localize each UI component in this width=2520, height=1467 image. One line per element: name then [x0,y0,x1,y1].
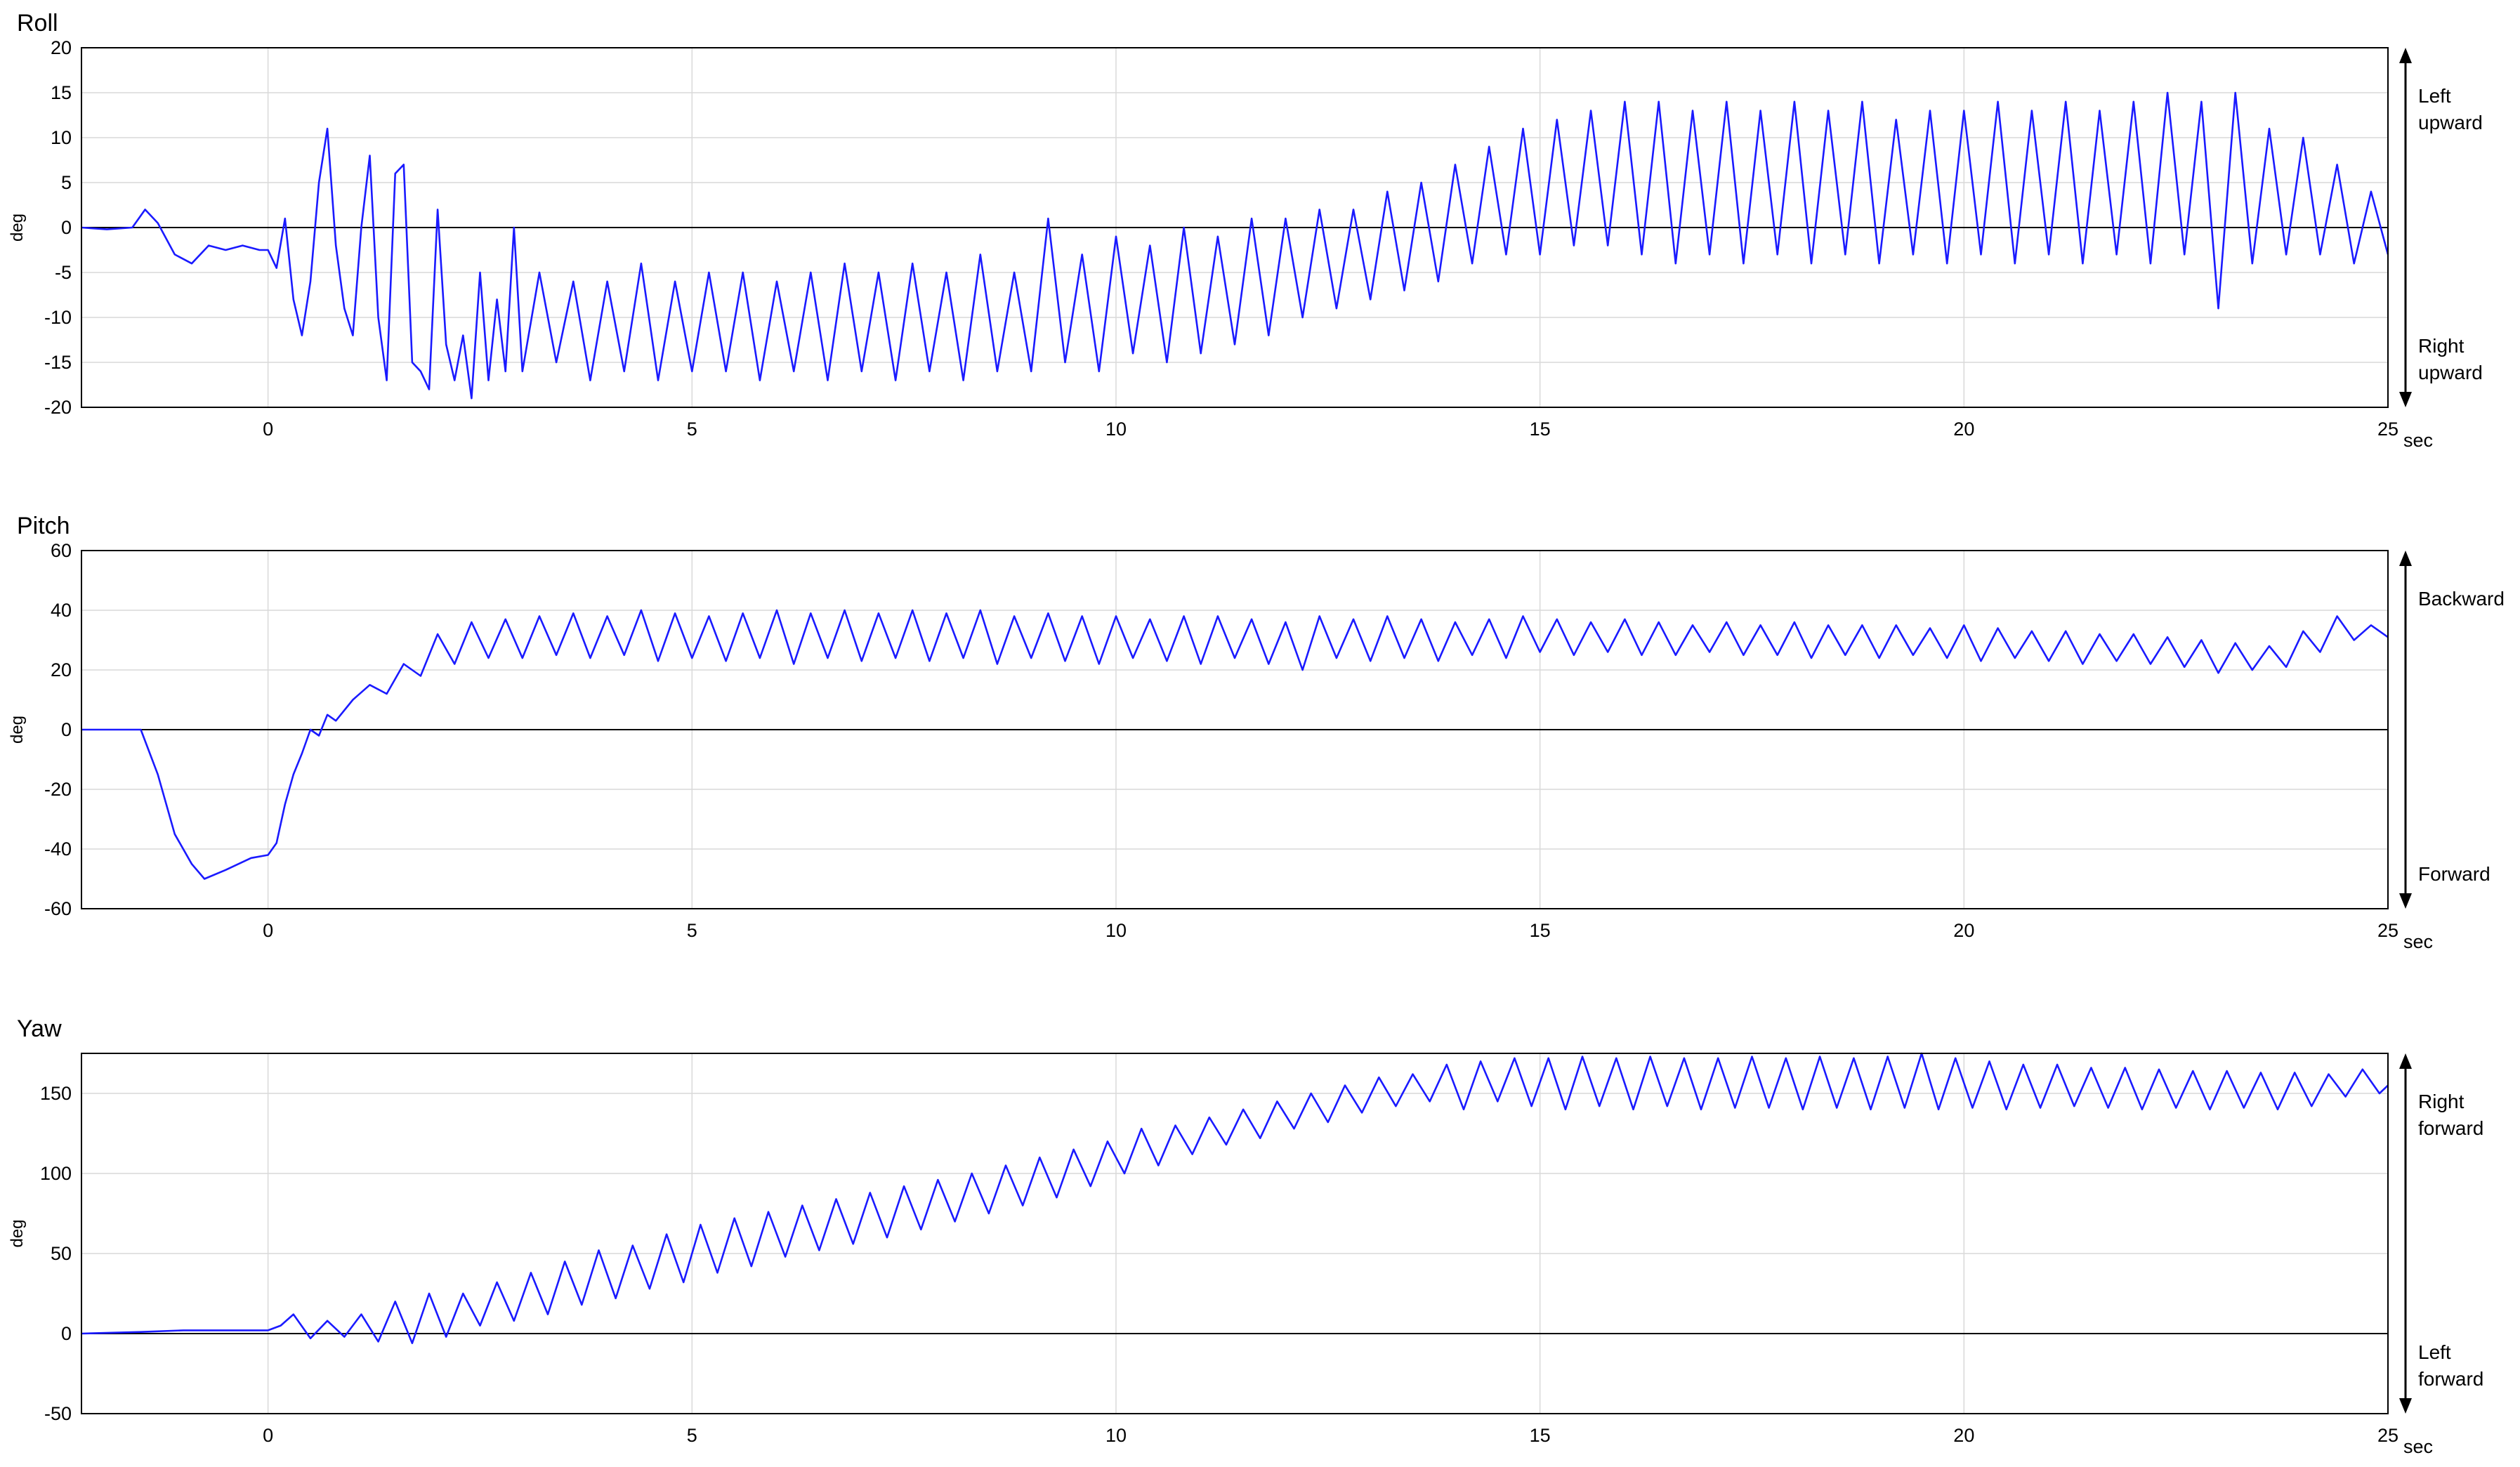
x-tick-label: 10 [1105,419,1127,440]
arrow-down-icon [2399,392,2412,407]
direction-label-bottom: Forward [2418,863,2491,885]
direction-label-bottom: Right [2418,335,2465,357]
plot-frame [81,550,2389,909]
series-line [81,91,2389,400]
y-tick-label: 0 [61,1323,72,1344]
panel-title: Yaw [17,1015,62,1042]
arrow-up-icon [2399,551,2412,566]
y-tick-label: -5 [55,262,72,283]
y-tick-label: 20 [51,37,72,58]
series-line [81,609,2389,880]
y-axis-label: deg [8,1219,27,1247]
arrow-up-icon [2399,48,2412,63]
y-tick-label: -10 [44,307,72,328]
x-unit-label: sec [2403,430,2433,451]
panel-title: Roll [17,10,58,37]
y-tick-label: 60 [51,540,72,561]
x-tick-label: 25 [2377,1425,2398,1446]
x-tick-label: 10 [1105,920,1127,941]
arrow-up-icon [2399,1053,2412,1069]
x-tick-label: 25 [2377,419,2398,440]
plot-frame [81,47,2389,408]
y-axis-label: deg [8,716,27,744]
x-tick-label: 5 [687,419,697,440]
y-tick-label: 150 [40,1083,72,1104]
x-tick-label: 5 [687,1425,697,1446]
y-tick-label: 20 [51,659,72,680]
direction-label-top: Right [2418,1091,2465,1112]
y-tick-label: -20 [44,397,72,418]
y-tick-label: 15 [51,82,72,103]
plot-frame [81,1053,2389,1414]
series-line [81,1052,2389,1344]
x-tick-label: 20 [1953,920,1974,941]
direction-label-bottom: Left [2418,1341,2451,1363]
x-tick-label: 0 [263,1425,273,1446]
arrow-down-icon [2399,1398,2412,1414]
y-tick-label: 0 [61,217,72,238]
x-tick-label: 0 [263,920,273,941]
x-tick-label: 25 [2377,920,2398,941]
direction-label-bottom: forward [2418,1368,2483,1390]
direction-label-top: Left [2418,85,2451,107]
x-unit-label: sec [2403,1436,2433,1457]
x-tick-label: 0 [263,419,273,440]
direction-label-top: forward [2418,1117,2483,1139]
y-tick-label: 100 [40,1163,72,1184]
y-tick-label: -15 [44,352,72,373]
y-axis-label: deg [8,213,27,242]
x-tick-label: 10 [1105,1425,1127,1446]
y-tick-label: -20 [44,779,72,800]
x-tick-label: 5 [687,920,697,941]
y-tick-label: -50 [44,1403,72,1424]
direction-label-top: Backward [2418,588,2505,610]
x-tick-label: 20 [1953,1425,1974,1446]
x-unit-label: sec [2403,931,2433,952]
y-tick-label: -60 [44,898,72,919]
y-tick-label: -40 [44,838,72,860]
direction-label-bottom: upward [2418,362,2483,383]
y-tick-label: 0 [61,719,72,740]
x-tick-label: 15 [1530,920,1551,941]
x-tick-label: 15 [1530,1425,1551,1446]
y-tick-label: 5 [61,172,72,193]
y-tick-label: 50 [51,1243,72,1264]
panel-title: Pitch [17,513,70,539]
arrow-down-icon [2399,893,2412,909]
y-tick-label: 10 [51,127,72,148]
direction-label-top: upward [2418,112,2483,133]
y-tick-label: 40 [51,600,72,621]
x-tick-label: 15 [1530,419,1551,440]
x-tick-label: 20 [1953,419,1974,440]
